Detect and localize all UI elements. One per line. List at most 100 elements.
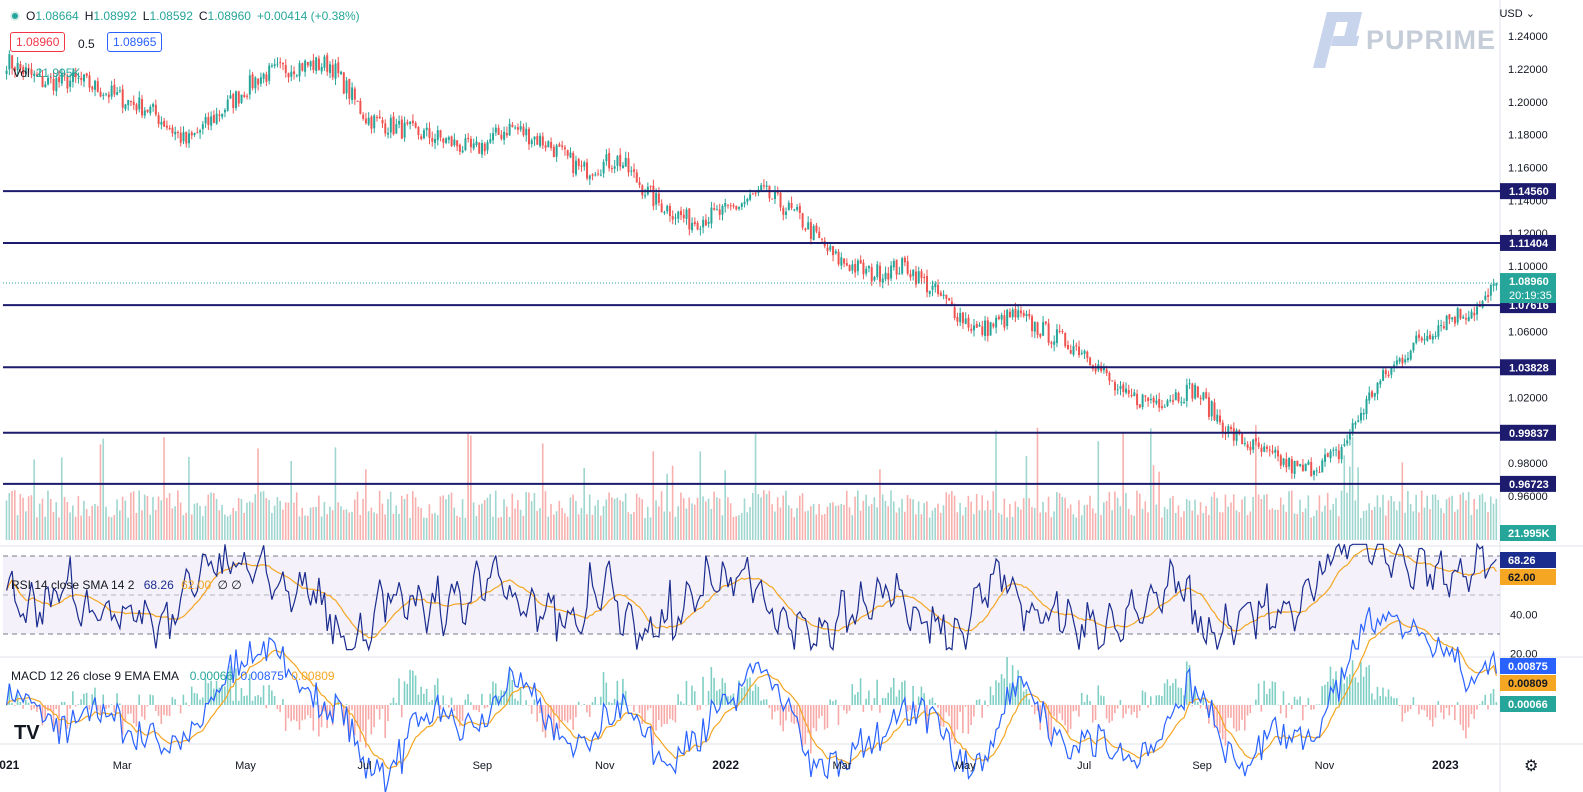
candle-body xyxy=(616,156,619,166)
macd-histogram-bar xyxy=(315,701,317,705)
candle-body xyxy=(11,55,14,69)
macd-histogram-bar xyxy=(942,705,945,727)
volume-bar xyxy=(973,514,975,540)
macd-histogram-bar xyxy=(182,694,185,705)
macd-line xyxy=(6,607,1497,792)
volume-bar xyxy=(171,508,174,540)
price-axis-tick: 1.18000 xyxy=(1508,130,1548,142)
candle-body xyxy=(400,119,403,139)
volume-bar xyxy=(160,500,163,540)
macd-histogram-bar xyxy=(254,696,257,705)
candle-body xyxy=(317,58,320,70)
macd-histogram-bar xyxy=(1039,705,1042,731)
macd-histogram-bar xyxy=(997,682,1000,705)
volume-bar xyxy=(848,507,851,540)
macd-histogram-bar xyxy=(671,705,674,721)
macd-histogram-bar xyxy=(655,705,657,731)
macd-histogram-bar xyxy=(1382,687,1384,705)
volume-bar xyxy=(1409,504,1412,540)
candle-body xyxy=(298,63,301,77)
volume-bar xyxy=(812,503,815,540)
candle-body xyxy=(1183,402,1186,404)
volume-bar xyxy=(1365,510,1368,540)
candle-body xyxy=(1252,439,1255,450)
macd-histogram-bar xyxy=(431,699,433,705)
candle-body xyxy=(796,206,799,210)
macd-histogram-bar xyxy=(1296,699,1299,705)
macd-histogram-bar xyxy=(1423,705,1426,711)
candle-body xyxy=(1227,426,1230,434)
level-tag-label: 1.07616 xyxy=(1509,300,1549,312)
volume-bar xyxy=(1069,504,1072,540)
macd-histogram-bar xyxy=(837,705,840,726)
volume-bar xyxy=(420,507,422,540)
macd-histogram-bar xyxy=(210,680,212,705)
macd-histogram-bar xyxy=(450,697,453,705)
volume-bar xyxy=(586,514,588,540)
volume-bar xyxy=(489,494,492,540)
volume-bar xyxy=(533,492,536,540)
volume-bar xyxy=(547,516,550,540)
level-tag-label: 1.03828 xyxy=(1509,362,1549,374)
candle-body xyxy=(1064,332,1067,347)
volume-bar xyxy=(801,493,804,540)
candle-body xyxy=(110,85,113,97)
candle-body xyxy=(901,258,904,274)
candle-body xyxy=(22,67,25,75)
candle-body xyxy=(254,77,257,89)
macd-histogram-bar xyxy=(1152,704,1155,706)
volume-bar xyxy=(934,507,937,540)
macd-histogram-bar xyxy=(854,694,856,705)
low-label: L xyxy=(142,9,150,23)
candle-body xyxy=(1301,464,1304,472)
candle-body xyxy=(1254,438,1257,442)
macd-histogram-bar xyxy=(1481,700,1484,705)
sell-price-button[interactable]: 1.08960 xyxy=(10,32,66,52)
macd-histogram-bar xyxy=(1058,705,1061,714)
buy-price-button[interactable]: 1.08965 xyxy=(107,32,163,52)
volume-bar xyxy=(152,497,154,540)
volume-bar xyxy=(481,503,483,540)
volume-bar xyxy=(566,516,569,540)
volume-bar xyxy=(49,498,52,540)
currency-selector[interactable]: USD ⌄ xyxy=(1499,7,1535,20)
volume-bar xyxy=(713,491,715,540)
candle-body xyxy=(815,225,818,232)
volume-bar xyxy=(635,493,638,540)
macd-histogram-bar xyxy=(834,699,837,705)
volume-bar xyxy=(221,504,223,540)
volume-bar xyxy=(345,509,348,540)
volume-tag-label: 21.995K xyxy=(1508,528,1550,540)
candle-body xyxy=(1371,391,1374,397)
volume-bar xyxy=(1288,491,1290,540)
macd-histogram-bar xyxy=(710,666,713,705)
volume-bar xyxy=(1340,490,1343,540)
volume-bar xyxy=(8,493,11,540)
macd-histogram-bar xyxy=(1017,670,1019,705)
volume-bar xyxy=(353,499,356,540)
macd-histogram-bar xyxy=(235,668,237,705)
candle-body xyxy=(682,214,685,219)
volume-bar xyxy=(362,498,364,540)
macd-histogram-bar xyxy=(1387,689,1390,705)
candle-body xyxy=(373,115,376,129)
volume-bar xyxy=(707,498,710,540)
macd-tag-label: 0.00875 xyxy=(1508,661,1548,673)
candle-body xyxy=(818,231,821,238)
macd-histogram-bar xyxy=(434,684,436,705)
volume-bar xyxy=(1017,506,1019,540)
candle-body xyxy=(785,211,788,215)
volume-bar xyxy=(340,506,342,540)
gear-icon[interactable]: ⚙ xyxy=(1524,758,1539,775)
volume-bar xyxy=(1103,502,1105,540)
macd-histogram-bar xyxy=(901,681,903,705)
macd-histogram-bar xyxy=(575,705,577,718)
macd-histogram-bar xyxy=(301,705,304,721)
volume-bar xyxy=(834,505,837,540)
volume-bar xyxy=(1020,509,1022,540)
candle-body xyxy=(649,185,652,187)
candle-body xyxy=(1066,345,1069,349)
volume-bar xyxy=(868,506,870,540)
volume-bar xyxy=(96,505,99,540)
